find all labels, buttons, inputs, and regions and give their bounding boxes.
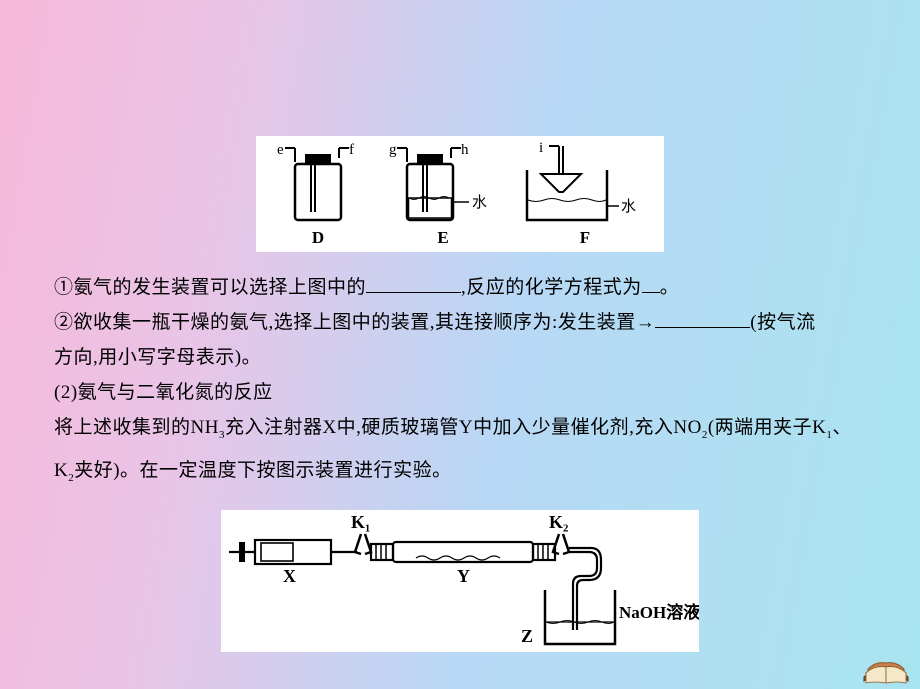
label-e: E: [437, 228, 448, 248]
figure1-row: e f D g: [54, 136, 866, 252]
port-g: g: [389, 142, 397, 158]
apparatus-e: g h 水 E: [383, 140, 503, 248]
figure1: e f D g: [256, 136, 664, 252]
label-y: Y: [457, 566, 470, 586]
line1: ①氨气的发生装置可以选择上图中的 ,反应的化学方程式为。: [54, 270, 866, 305]
l6a: K: [54, 460, 68, 481]
liquid-label-f: 水: [621, 198, 636, 215]
line3: 方向,用小写字母表示)。: [54, 340, 866, 375]
l2a: ②欲收集一瓶干燥的氨气,选择上图中的装置,其连接顺序为:发生装置→: [54, 312, 655, 333]
blank1: [366, 274, 461, 293]
svg-figure2: X K₁ Y: [221, 510, 699, 652]
blank2: [655, 309, 750, 328]
port-e: e: [277, 142, 284, 158]
label-k2: K₂: [549, 512, 568, 532]
apparatus-f: i 水 F: [521, 140, 649, 248]
slide-content: e f D g: [0, 0, 920, 652]
port-i: i: [539, 140, 543, 156]
svg-apparatus-f: i 水: [521, 140, 649, 226]
label-z: Z: [521, 626, 533, 646]
l1c: 。: [660, 277, 680, 298]
label-solution: NaOH溶液: [619, 602, 699, 622]
line4: (2)氨气与二氧化氮的反应: [54, 375, 866, 410]
apparatus-d: e f D: [271, 140, 365, 248]
l1b: ,反应的化学方程式为: [461, 277, 642, 298]
l5a: 将上述收集到的NH: [54, 417, 219, 438]
svg-apparatus-e: g h 水: [383, 140, 503, 226]
label-x: X: [283, 566, 296, 586]
l6b: 夹好)。在一定温度下按图示装置进行实验。: [74, 460, 451, 481]
liquid-label-e: 水: [472, 194, 487, 211]
l2b: (按气流: [750, 312, 815, 333]
l5c: (两端用夹子K: [708, 417, 827, 438]
label-d: D: [312, 228, 324, 248]
label-f: F: [580, 228, 590, 248]
label-k1: K₁: [351, 512, 370, 532]
line6: K2夹好)。在一定温度下按图示装置进行实验。: [54, 453, 866, 496]
port-h: h: [461, 142, 469, 158]
line5: 将上述收集到的NH3充入注射器X中,硬质玻璃管Y中加入少量催化剂,充入NO2(两…: [54, 410, 866, 453]
book-decoration-icon: [860, 643, 912, 685]
blank1b: [642, 274, 660, 293]
l5b: 充入注射器X中,硬质玻璃管Y中加入少量催化剂,充入NO: [225, 417, 702, 438]
port-f: f: [349, 142, 354, 158]
figure2: X K₁ Y: [221, 510, 699, 652]
line2: ②欲收集一瓶干燥的氨气,选择上图中的装置,其连接顺序为:发生装置→ (按气流: [54, 305, 866, 340]
l5d: 、: [832, 417, 852, 438]
l1a: ①氨气的发生装置可以选择上图中的: [54, 277, 366, 298]
svg-apparatus-d: e f: [271, 140, 365, 226]
figure2-row: X K₁ Y: [54, 510, 866, 652]
